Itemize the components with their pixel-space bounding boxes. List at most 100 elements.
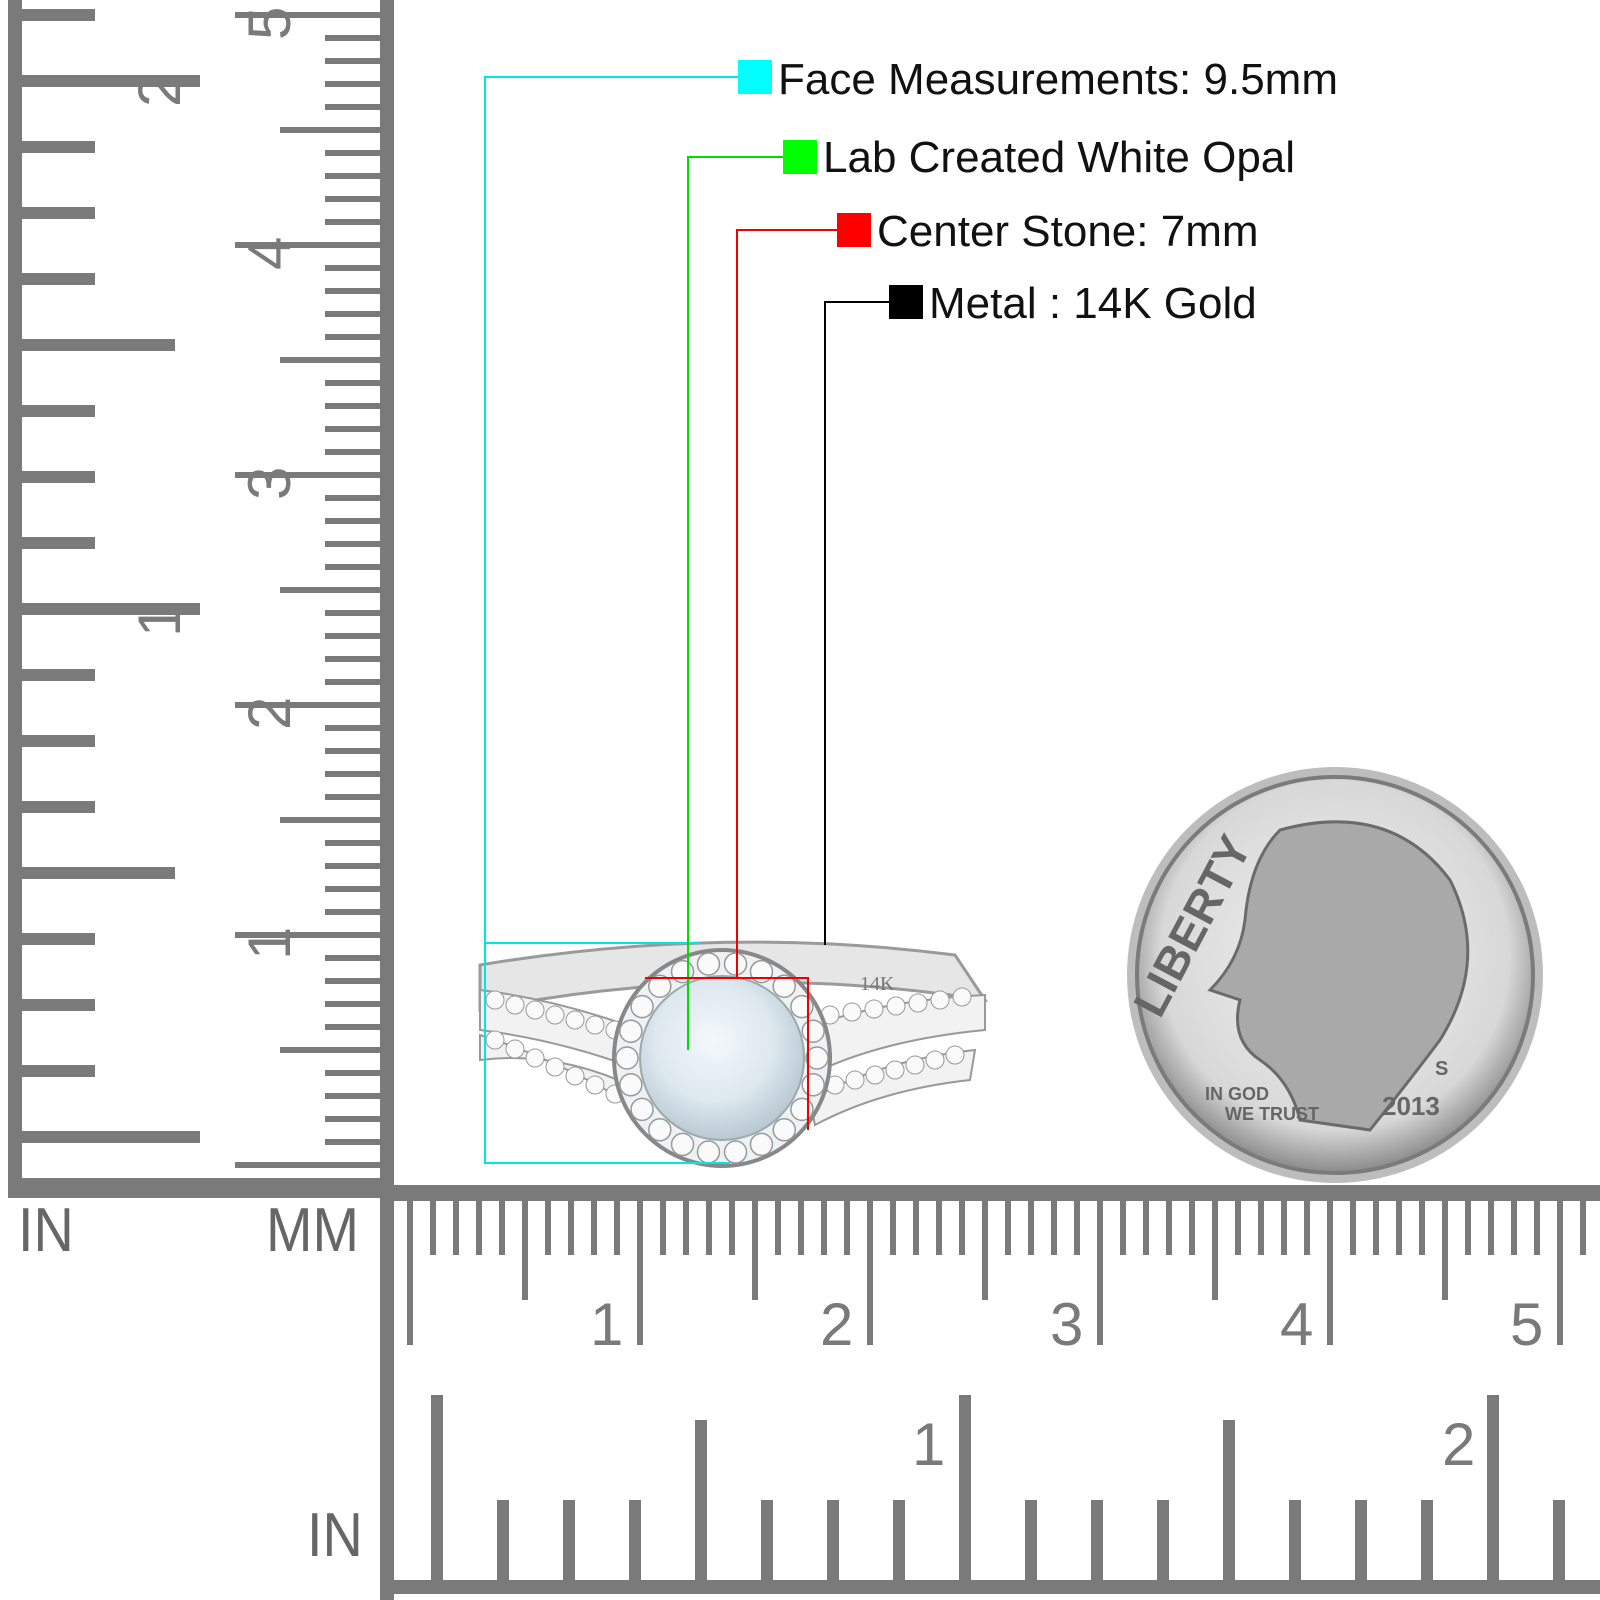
inch-tick <box>695 1420 707 1580</box>
pave-stone <box>842 1002 862 1022</box>
mm-tick <box>1212 1200 1218 1300</box>
vertical-ruler: 1 2 3 4 5 1 2 <box>8 0 394 1198</box>
coin-mint-mark: S <box>1435 1058 1448 1080</box>
coin-motto-2: WE TRUST <box>1225 1104 1319 1124</box>
inch-tick <box>15 207 95 219</box>
mm-tick <box>325 35 380 41</box>
inch-tick <box>15 9 95 21</box>
mm-tick <box>325 380 380 386</box>
halo-stone <box>790 994 814 1019</box>
inch-tick <box>431 1395 443 1580</box>
halo-stone <box>670 959 695 984</box>
inch-tick <box>761 1500 773 1580</box>
mm-tick <box>453 1200 459 1255</box>
cm-number: 5 <box>236 7 303 40</box>
callout-center-stone: Center Stone: 7mm <box>877 207 1259 256</box>
pave-stone <box>925 1050 945 1070</box>
mm-tick <box>1258 1200 1264 1255</box>
pave-stone <box>886 996 906 1016</box>
pave-stone <box>585 1075 605 1095</box>
inch-tick <box>15 735 95 747</box>
callout-swatch-metal <box>889 285 923 319</box>
mm-tick <box>1281 1200 1287 1255</box>
mm-tick <box>325 518 380 524</box>
mm-tick <box>325 794 380 800</box>
halo-stone <box>801 1019 825 1043</box>
mm-tick <box>325 610 380 616</box>
mm-tick <box>798 1200 804 1255</box>
inch-tick <box>1421 1500 1433 1580</box>
mm-tick <box>325 288 380 294</box>
callout-face-measurements: Face Measurements: 9.5mm <box>778 55 1338 104</box>
mm-tick <box>1097 1200 1103 1345</box>
pave-stone <box>865 1065 885 1085</box>
vertical-inch-unit-label: IN <box>18 1196 74 1265</box>
ring-stamp: 14K <box>860 973 895 995</box>
mm-tick <box>325 725 380 731</box>
ruler-edge <box>380 1185 1600 1201</box>
mm-tick <box>660 1200 666 1255</box>
mm-tick <box>325 81 380 87</box>
pave-stone <box>864 999 884 1019</box>
mm-tick <box>499 1200 505 1255</box>
mm-tick <box>1120 1200 1126 1255</box>
halo-stone <box>619 1019 643 1043</box>
cm-number: 4 <box>236 237 303 270</box>
ruler-edge <box>380 0 394 1198</box>
inch-tick <box>1157 1500 1169 1580</box>
mm-tick <box>545 1200 551 1255</box>
mm-tick <box>913 1200 919 1255</box>
callout-swatch-stone <box>783 140 817 174</box>
callout-swatch-face <box>738 60 772 94</box>
mm-tick <box>325 1024 380 1030</box>
mm-tick <box>1235 1200 1241 1255</box>
inch-tick <box>15 933 95 945</box>
mm-tick <box>1488 1200 1494 1255</box>
ring-image: 14K <box>478 940 989 1168</box>
halo-stone <box>696 952 721 976</box>
halo-stone <box>790 1097 814 1122</box>
halo-stone <box>696 1140 721 1164</box>
mm-tick <box>1557 1200 1563 1345</box>
mm-tick <box>325 104 380 110</box>
cm-number: 2 <box>236 697 303 730</box>
inch-tick <box>15 603 200 615</box>
mm-tick <box>325 426 380 432</box>
inch-tick <box>827 1500 839 1580</box>
mm-tick <box>325 196 380 202</box>
pave-stone <box>505 995 525 1015</box>
cm-number: 1 <box>590 1291 623 1358</box>
pave-stone <box>952 987 972 1007</box>
mm-tick <box>325 403 380 409</box>
coin-motto-1: IN GOD <box>1205 1084 1269 1104</box>
inch-tick <box>15 75 200 87</box>
inch-tick <box>15 999 95 1011</box>
horizontal-inch-unit-label: IN <box>307 1501 363 1570</box>
mm-tick <box>821 1200 827 1255</box>
pave-stone <box>565 1010 585 1030</box>
mm-tick <box>280 357 380 363</box>
mm-tick <box>325 265 380 271</box>
inch-tick <box>497 1500 509 1580</box>
pave-stone <box>930 990 950 1010</box>
inch-tick <box>1223 1420 1235 1580</box>
mm-tick <box>982 1200 988 1300</box>
halo-stone <box>630 1097 654 1122</box>
mm-tick <box>280 817 380 823</box>
halo-stone <box>749 959 774 984</box>
mm-tick <box>844 1200 850 1255</box>
mm-tick <box>591 1200 597 1255</box>
mm-tick <box>936 1200 942 1255</box>
mm-tick <box>325 1001 380 1007</box>
mm-tick <box>1327 1200 1333 1345</box>
mm-tick <box>280 127 380 133</box>
halo-stone <box>749 1132 774 1157</box>
inch-tick <box>15 1131 200 1143</box>
mm-tick <box>325 771 380 777</box>
halo-stone <box>615 1046 639 1070</box>
mm-tick <box>235 242 380 248</box>
inch-number: 2 <box>126 74 193 107</box>
mm-tick <box>476 1200 482 1255</box>
mm-tick <box>325 495 380 501</box>
mm-tick <box>325 150 380 156</box>
